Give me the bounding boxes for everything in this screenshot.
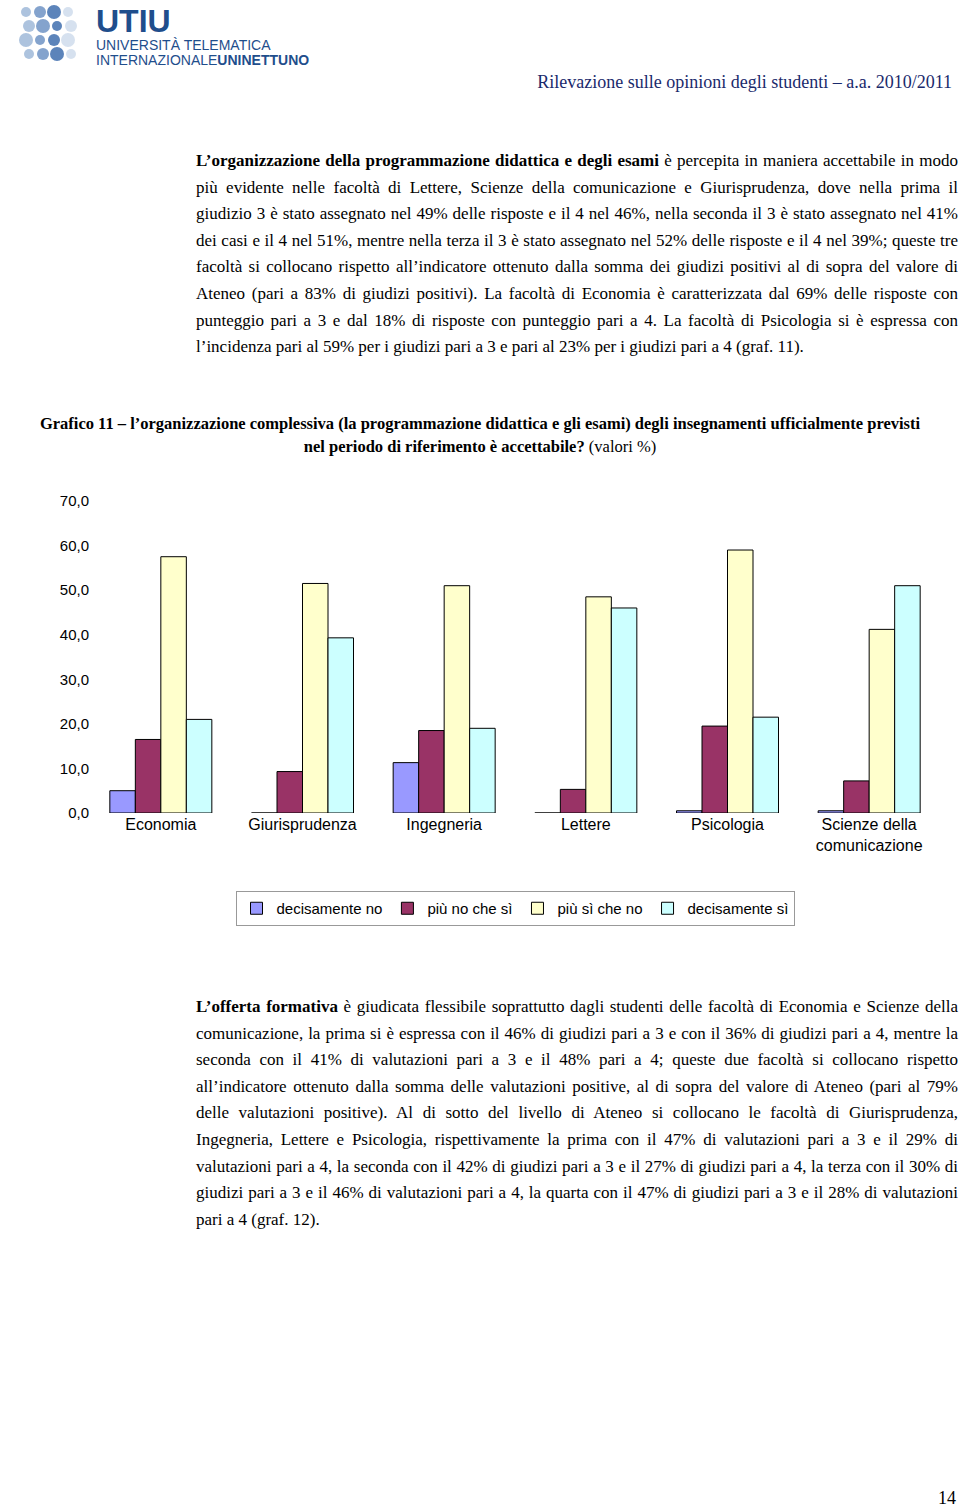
svg-text:Scienze dellacomunicazione: Scienze dellacomunicazione	[816, 816, 923, 854]
svg-text:più no che sì: più no che sì	[427, 900, 512, 917]
svg-text:40,0: 40,0	[60, 626, 89, 643]
html-text:Grafico 11 – l’organizzazione: Grafico 11 – l’organizzazione complessiv…	[39, 414, 921, 456]
html-text:L’offerta formativa è giudicat: L’offerta formativa è giudicata flessibi…	[196, 997, 958, 1229]
svg-text:Ingegneria: Ingegneria	[406, 816, 482, 833]
svg-text:Economia: Economia	[125, 816, 196, 833]
svg-text:10,0: 10,0	[60, 760, 89, 777]
svg-text:50,0: 50,0	[60, 581, 89, 598]
svg-text:UTIU: UTIU	[96, 3, 171, 39]
svg-text:UNIVERSITÀ TELEMATICA: UNIVERSITÀ TELEMATICA	[96, 37, 271, 53]
svg-text:decisamente no: decisamente no	[277, 900, 383, 917]
svg-text:0,0: 0,0	[68, 804, 89, 821]
html-text:Rilevazione sulle opinioni deg: Rilevazione sulle opinioni degli student…	[537, 72, 952, 92]
svg-text:Psicologia: Psicologia	[691, 816, 764, 833]
html-text:14: 14	[938, 1488, 956, 1508]
svg-text:INTERNAZIONALEUNINETTUNO: INTERNAZIONALEUNINETTUNO	[96, 52, 309, 68]
svg-text:20,0: 20,0	[60, 715, 89, 732]
svg-text:Lettere: Lettere	[561, 816, 611, 833]
svg-text:più sì che no: più sì che no	[557, 900, 642, 917]
svg-text:60,0: 60,0	[60, 537, 89, 554]
html-text:L’organizzazione della program: L’organizzazione della programmazione di…	[196, 151, 958, 357]
svg-text:decisamente sì: decisamente sì	[688, 900, 789, 917]
svg-text:30,0: 30,0	[60, 671, 89, 688]
svg-text:70,0: 70,0	[60, 492, 89, 509]
svg-text:Giurisprudenza: Giurisprudenza	[248, 816, 357, 833]
